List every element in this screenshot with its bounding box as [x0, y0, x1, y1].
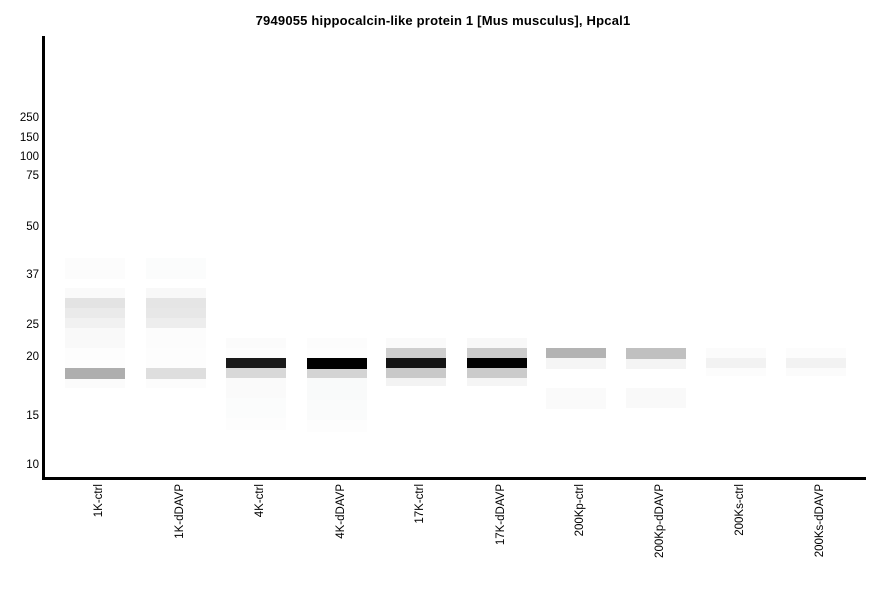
gel-band — [626, 388, 686, 408]
mw-marker-label: 100 — [19, 151, 39, 163]
gel-band — [626, 348, 686, 359]
gel-band — [65, 368, 125, 379]
gel-band — [226, 398, 286, 418]
gel-band — [386, 378, 446, 386]
mw-marker-label: 37 — [26, 269, 39, 281]
gel-band — [146, 258, 206, 279]
mw-marker-label: 150 — [19, 132, 39, 144]
gel-band — [146, 328, 206, 348]
gel-band — [706, 368, 766, 376]
gel-band — [307, 369, 367, 378]
lane-label: 200Ks-dDAVP — [814, 484, 826, 558]
gel-band — [786, 358, 846, 368]
gel-band — [146, 308, 206, 318]
lane-label: 1K-dDAVP — [174, 484, 186, 539]
gel-band — [146, 298, 206, 308]
gel-band — [546, 348, 606, 358]
gel-band — [65, 298, 125, 308]
gel-band — [65, 308, 125, 318]
gel-band — [386, 338, 446, 348]
lane-label: 17K-dDAVP — [495, 484, 507, 546]
lane-label: 200Kp-ctrl — [574, 484, 586, 537]
gel-band — [307, 338, 367, 348]
gel-band — [226, 358, 286, 368]
mw-marker-label: 15 — [26, 410, 39, 422]
gel-band — [65, 288, 125, 298]
gel-band — [146, 318, 206, 328]
lane-label: 17K-ctrl — [414, 484, 426, 524]
gel-band — [307, 378, 367, 400]
gel-band — [307, 400, 367, 420]
mw-marker-label: 75 — [26, 170, 39, 182]
gel-band — [626, 359, 686, 369]
gel-band — [386, 358, 446, 368]
gel-band — [146, 368, 206, 379]
y-axis-line — [42, 36, 45, 480]
gel-band — [226, 418, 286, 430]
gel-band — [467, 378, 527, 386]
mw-marker-label: 25 — [26, 319, 39, 331]
x-axis-line — [42, 477, 866, 480]
gel-band — [706, 348, 766, 358]
gel-band — [307, 358, 367, 369]
gel-band — [467, 368, 527, 378]
lane-label: 1K-ctrl — [93, 484, 105, 518]
gel-band — [146, 288, 206, 298]
gel-band — [706, 358, 766, 368]
lane-label: 4K-ctrl — [254, 484, 266, 518]
gel-band — [467, 348, 527, 358]
mw-marker-label: 250 — [19, 112, 39, 124]
gel-band — [226, 338, 286, 348]
gel-band — [65, 379, 125, 388]
gel-band — [386, 348, 446, 358]
mw-marker-label: 50 — [26, 221, 39, 233]
gel-band — [226, 348, 286, 358]
gel-band — [467, 358, 527, 368]
chart-title: 7949055 hippocalcin-like protein 1 [Mus … — [255, 13, 631, 28]
gel-band — [546, 388, 606, 409]
gel-band — [146, 348, 206, 368]
lane-label: 200Kp-dDAVP — [654, 484, 666, 558]
gel-band — [65, 318, 125, 328]
mw-marker-label: 20 — [26, 351, 39, 363]
gel-band — [546, 358, 606, 369]
gel-band — [467, 338, 527, 348]
gel-band — [226, 368, 286, 378]
lane-label: 200Ks-ctrl — [734, 484, 746, 536]
mw-marker-label: 10 — [26, 459, 39, 471]
gel-band — [226, 378, 286, 398]
gel-band — [146, 379, 206, 388]
gel-band — [786, 348, 846, 358]
gel-band — [65, 328, 125, 348]
gel-band — [65, 258, 125, 279]
gel-band — [307, 348, 367, 358]
gel-band — [65, 348, 125, 368]
lane-label: 4K-dDAVP — [335, 484, 347, 539]
gel-band — [307, 420, 367, 432]
gel-band — [786, 368, 846, 376]
gel-band — [386, 368, 446, 378]
